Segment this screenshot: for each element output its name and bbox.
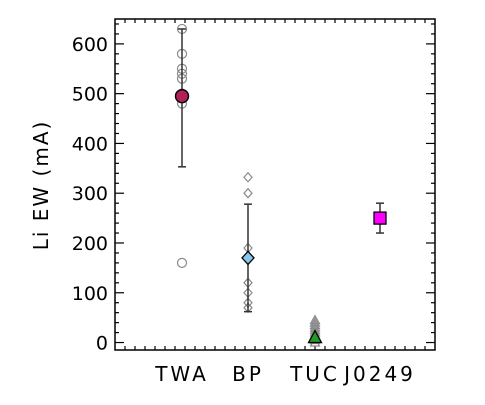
y-tick-label: 400 [72,133,108,155]
y-tick-label: 0 [96,333,108,355]
group-j0249 [373,202,387,234]
plot-frame [114,18,436,351]
data-points [174,23,387,347]
mean-marker [174,88,190,104]
category-label: TWA [154,362,209,386]
individual-point [176,257,188,268]
category-label: BP [232,362,264,386]
mean-marker [307,329,323,344]
category-label: TUC [289,362,340,386]
y-tick-labels: 0 100 200 300 400 500 600 [72,34,108,355]
group-twa [174,23,190,268]
individual-point [243,187,253,199]
group-bp [241,171,255,314]
individual-point [243,171,253,183]
y-tick-label: 300 [72,183,108,205]
category-labels: TWA BP TUC J0249 [154,362,416,386]
mean-marker [373,211,387,225]
axis-ticks [115,19,435,350]
category-label: J0249 [342,362,416,386]
y-tick-label: 500 [72,84,108,106]
y-tick-label: 100 [72,283,108,305]
y-axis-label: Li EW (mA) [29,120,53,251]
group-tuc [307,314,323,347]
y-tick-label: 600 [72,34,108,56]
mean-marker [241,250,255,266]
y-tick-label: 200 [72,233,108,255]
